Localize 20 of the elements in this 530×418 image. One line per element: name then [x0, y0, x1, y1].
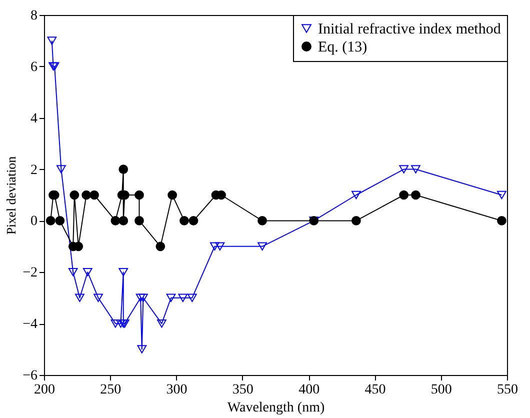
y-tick-label: −4 [22, 317, 38, 332]
y-tick-label: −6 [22, 368, 38, 384]
y-axis-title: Pixel deviation [4, 156, 19, 235]
legend-label: Eq. (13) [318, 40, 368, 56]
x-tick-label: 250 [100, 382, 122, 398]
x-tick-label: 500 [430, 382, 452, 398]
x-tick-label: 400 [298, 382, 320, 398]
y-tick-label: −2 [22, 266, 38, 281]
y-tick-label: 0 [30, 214, 38, 230]
y-tick-label: 6 [30, 60, 38, 75]
x-tick-label: 550 [497, 382, 518, 398]
legend-label: Initial refractive index method [318, 22, 502, 38]
x-axis-title: Wavelength (nm) [227, 400, 325, 416]
y-tick-label: 8 [30, 8, 38, 24]
x-tick-label: 300 [166, 382, 188, 398]
x-tick-label: 350 [232, 382, 254, 398]
y-tick-label: 4 [30, 111, 38, 126]
x-tick-label: 450 [364, 382, 386, 398]
x-tick-label: 200 [34, 382, 55, 398]
y-tick-label: 2 [30, 162, 38, 178]
